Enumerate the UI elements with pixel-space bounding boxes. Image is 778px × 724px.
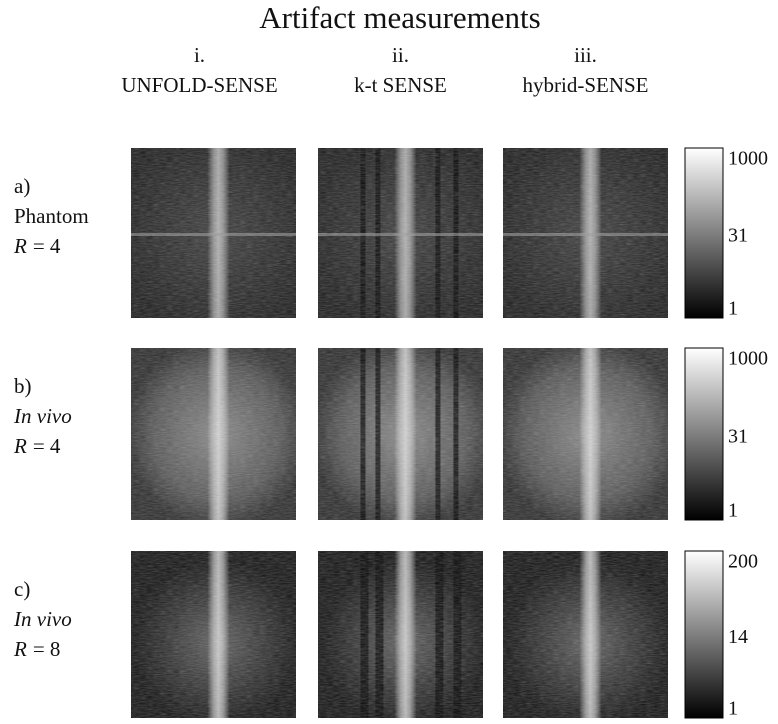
image-panel xyxy=(131,348,296,520)
row-letter: b) xyxy=(14,374,32,398)
r-symbol: R xyxy=(13,637,27,661)
colorbar-tick-label: 1 xyxy=(728,298,738,320)
noise xyxy=(503,551,668,718)
image-panel xyxy=(131,148,296,318)
noise xyxy=(131,348,296,520)
column-numeral: ii. xyxy=(392,43,409,67)
column-numeral: iii. xyxy=(574,43,597,67)
noise xyxy=(503,148,668,318)
image-panel xyxy=(131,551,296,718)
column-name: UNFOLD-SENSE xyxy=(121,73,277,97)
colorbar-tick-label: 1000 xyxy=(728,348,768,370)
column-name: hybrid-SENSE xyxy=(523,73,649,97)
figure: Artifact measurements i. UNFOLD-SENSE ii. k… xyxy=(0,0,778,724)
image-panel xyxy=(318,551,483,718)
row-r-label: R= 4 xyxy=(13,234,61,258)
figure-title: Artifact measurements xyxy=(259,0,540,35)
image-panel xyxy=(318,348,483,520)
colorbar-tick-label: 31 xyxy=(728,426,748,448)
colorbar-tick-label: 1000 xyxy=(728,148,768,170)
noise xyxy=(131,551,296,718)
noise xyxy=(318,348,483,520)
image-panel xyxy=(503,148,668,318)
r-symbol: R xyxy=(13,234,27,258)
r-value: = 4 xyxy=(33,434,61,458)
colorbar-tick-label: 14 xyxy=(728,626,748,648)
colorbar xyxy=(685,148,723,318)
noise xyxy=(318,551,483,718)
colorbar-tick-label: 1 xyxy=(728,698,738,720)
row-r-label: R= 4 xyxy=(13,434,61,458)
noise xyxy=(318,148,483,318)
row-r-label: R= 8 xyxy=(13,637,60,661)
colorbar-tick-label: 31 xyxy=(728,225,748,247)
image-panel xyxy=(503,551,668,718)
image-panel xyxy=(503,348,668,520)
row-letter: c) xyxy=(14,577,30,601)
colorbar-tick-label: 1 xyxy=(728,500,738,522)
colorbar xyxy=(685,348,723,520)
column-name: k-t SENSE xyxy=(354,73,447,97)
column-numeral: i. xyxy=(194,43,205,67)
r-value: = 8 xyxy=(33,637,61,661)
image-panel xyxy=(318,148,483,318)
row-subject: In vivo xyxy=(13,607,72,631)
r-value: = 4 xyxy=(33,234,61,258)
noise xyxy=(131,148,296,318)
colorbar xyxy=(685,551,723,718)
colorbar-tick-label: 200 xyxy=(728,551,758,573)
row-subject: Phantom xyxy=(14,204,89,228)
row-letter: a) xyxy=(14,174,30,198)
r-symbol: R xyxy=(13,434,27,458)
row-subject: In vivo xyxy=(13,404,72,428)
noise xyxy=(503,348,668,520)
